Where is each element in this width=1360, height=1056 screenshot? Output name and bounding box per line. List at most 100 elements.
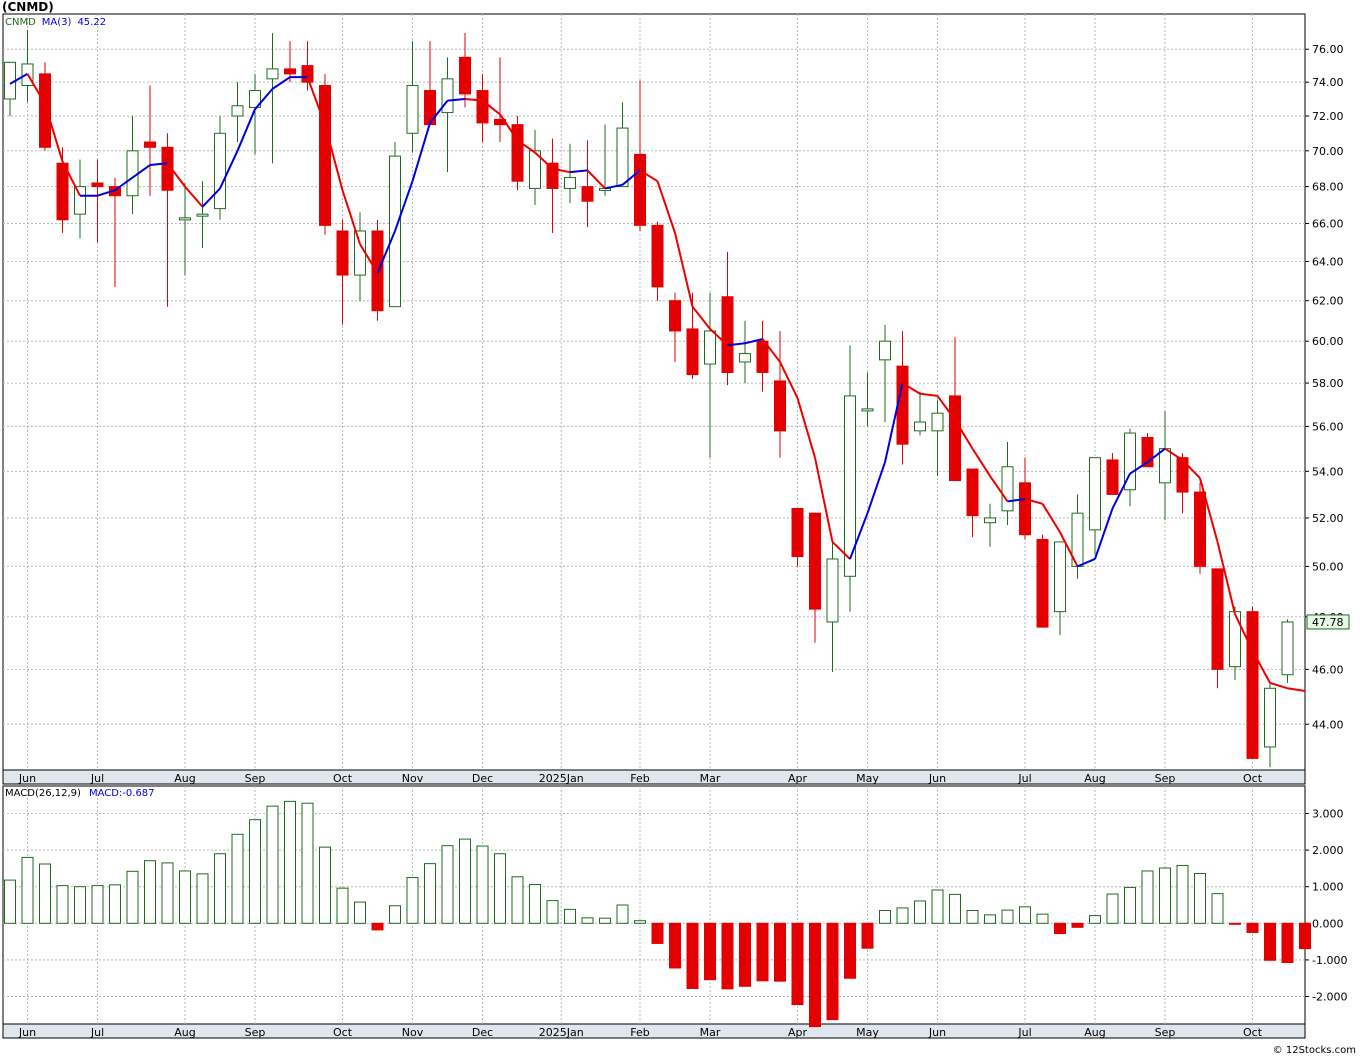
candle-body [704, 330, 716, 365]
macd-legend-item: MACD(26,12,9) [5, 788, 81, 799]
ma3-segment [604, 183, 623, 190]
ma3-segment [26, 73, 46, 105]
page-title: (CNMD) [2, 0, 54, 14]
macd-bar [109, 884, 121, 924]
candle-body [861, 408, 874, 412]
macd-bar [949, 893, 961, 924]
ma3-segment [1216, 541, 1236, 615]
macd-bar [74, 886, 86, 924]
footer-credit: © 12Stocks.com [1272, 1045, 1356, 1056]
ma3-segment [114, 176, 134, 192]
macd-bar [336, 887, 349, 924]
macd-ytick-label: 1.000 [1312, 881, 1344, 894]
price-xtick-label: Nov [402, 772, 424, 785]
candle-body [56, 162, 69, 221]
macd-xtick-label: Oct [1243, 1026, 1263, 1039]
ma3-segment [1181, 459, 1201, 479]
macd-bar [319, 846, 331, 924]
ma3-segment [919, 392, 938, 397]
macd-bar [651, 922, 664, 944]
price-xtick-label: May [856, 772, 879, 785]
ma3-segment [1199, 477, 1219, 543]
ma3-segment [219, 150, 239, 189]
candle-body [91, 182, 104, 188]
ma3-segment [586, 169, 606, 190]
ma3-segment [779, 361, 799, 399]
macd-bar [4, 879, 16, 924]
macd-bar [1036, 913, 1049, 924]
ma3-segment [1129, 461, 1149, 475]
candle-body [1246, 611, 1259, 759]
macd-xtick-label: Jul [1017, 1026, 1031, 1039]
price-xtick-label: Feb [630, 772, 649, 785]
candle-body [179, 217, 191, 221]
ma3-segment [1146, 447, 1166, 463]
macd-bar [56, 885, 69, 924]
macd-bar [1194, 873, 1206, 924]
macd-bar [1229, 922, 1241, 925]
candle-body [319, 85, 331, 226]
ma3-segment [1024, 498, 1043, 505]
candle-body [686, 328, 699, 376]
macd-ytick-label: -1.000 [1312, 954, 1347, 967]
ma3-segment [481, 99, 501, 116]
macd-bar [634, 920, 646, 924]
macd-xtick-label: Aug [174, 1026, 195, 1039]
candle-body [1124, 432, 1136, 491]
macd-xtick-label: Aug [1084, 1026, 1105, 1039]
ma3-segment [9, 72, 28, 85]
price-legend-item: 45.22 [77, 17, 106, 28]
candle-body [721, 296, 734, 373]
price-ytick-label: 50.00 [1312, 560, 1344, 573]
candle-body [914, 421, 926, 432]
macd-xtick-label: Nov [402, 1026, 424, 1039]
price-xtick-label: Oct [1243, 772, 1263, 785]
candle-body [529, 150, 541, 189]
macd-bar [581, 917, 594, 924]
ma3-segment [1164, 447, 1184, 461]
candle-body [896, 365, 909, 445]
ma3-segment [1077, 558, 1096, 568]
macd-bar [231, 833, 244, 924]
ma3-segment [971, 448, 991, 477]
macd-bar [284, 800, 296, 924]
price-xtick-label: Jul [90, 772, 104, 785]
candle-body [669, 300, 681, 332]
macd-bar [1299, 922, 1311, 950]
ma3-segment [569, 169, 588, 174]
price-ytick-label: 58.00 [1312, 377, 1344, 390]
macd-bar [441, 845, 454, 924]
price-xtick-label: Aug [1084, 772, 1105, 785]
candle-body [511, 124, 524, 182]
ma3-segment [1007, 498, 1026, 503]
macd-xaxis-strip [2, 1023, 1306, 1039]
price-ytick-label: 72.00 [1312, 110, 1344, 123]
macd-bar [931, 889, 944, 924]
ma3-segment [447, 97, 466, 102]
candle-body [581, 186, 594, 202]
macd-xtick-label: May [856, 1026, 879, 1039]
macd-bar [214, 853, 226, 924]
macd-bar [616, 904, 629, 924]
ma3-segment [61, 160, 81, 197]
price-ytick-label: 64.00 [1312, 255, 1344, 268]
price-xtick-label: Jun [928, 772, 946, 785]
macd-bar [249, 819, 261, 924]
ma3-segment [236, 108, 256, 152]
candle-body [39, 73, 51, 148]
macd-bar [161, 862, 174, 924]
ma3-segment [131, 164, 151, 179]
ma3-segment [1041, 503, 1061, 533]
macd-bar [599, 917, 611, 924]
candle-body [1019, 482, 1031, 536]
ma3-segment [901, 382, 921, 395]
candle-body [266, 68, 279, 80]
ma3-segment [429, 100, 449, 124]
candle-body [214, 132, 226, 210]
ma3-segment [849, 512, 869, 560]
macd-bar [144, 860, 156, 924]
ma3-segment [411, 122, 431, 182]
price-ytick-label: 52.00 [1312, 512, 1344, 525]
candle-body [231, 105, 244, 117]
